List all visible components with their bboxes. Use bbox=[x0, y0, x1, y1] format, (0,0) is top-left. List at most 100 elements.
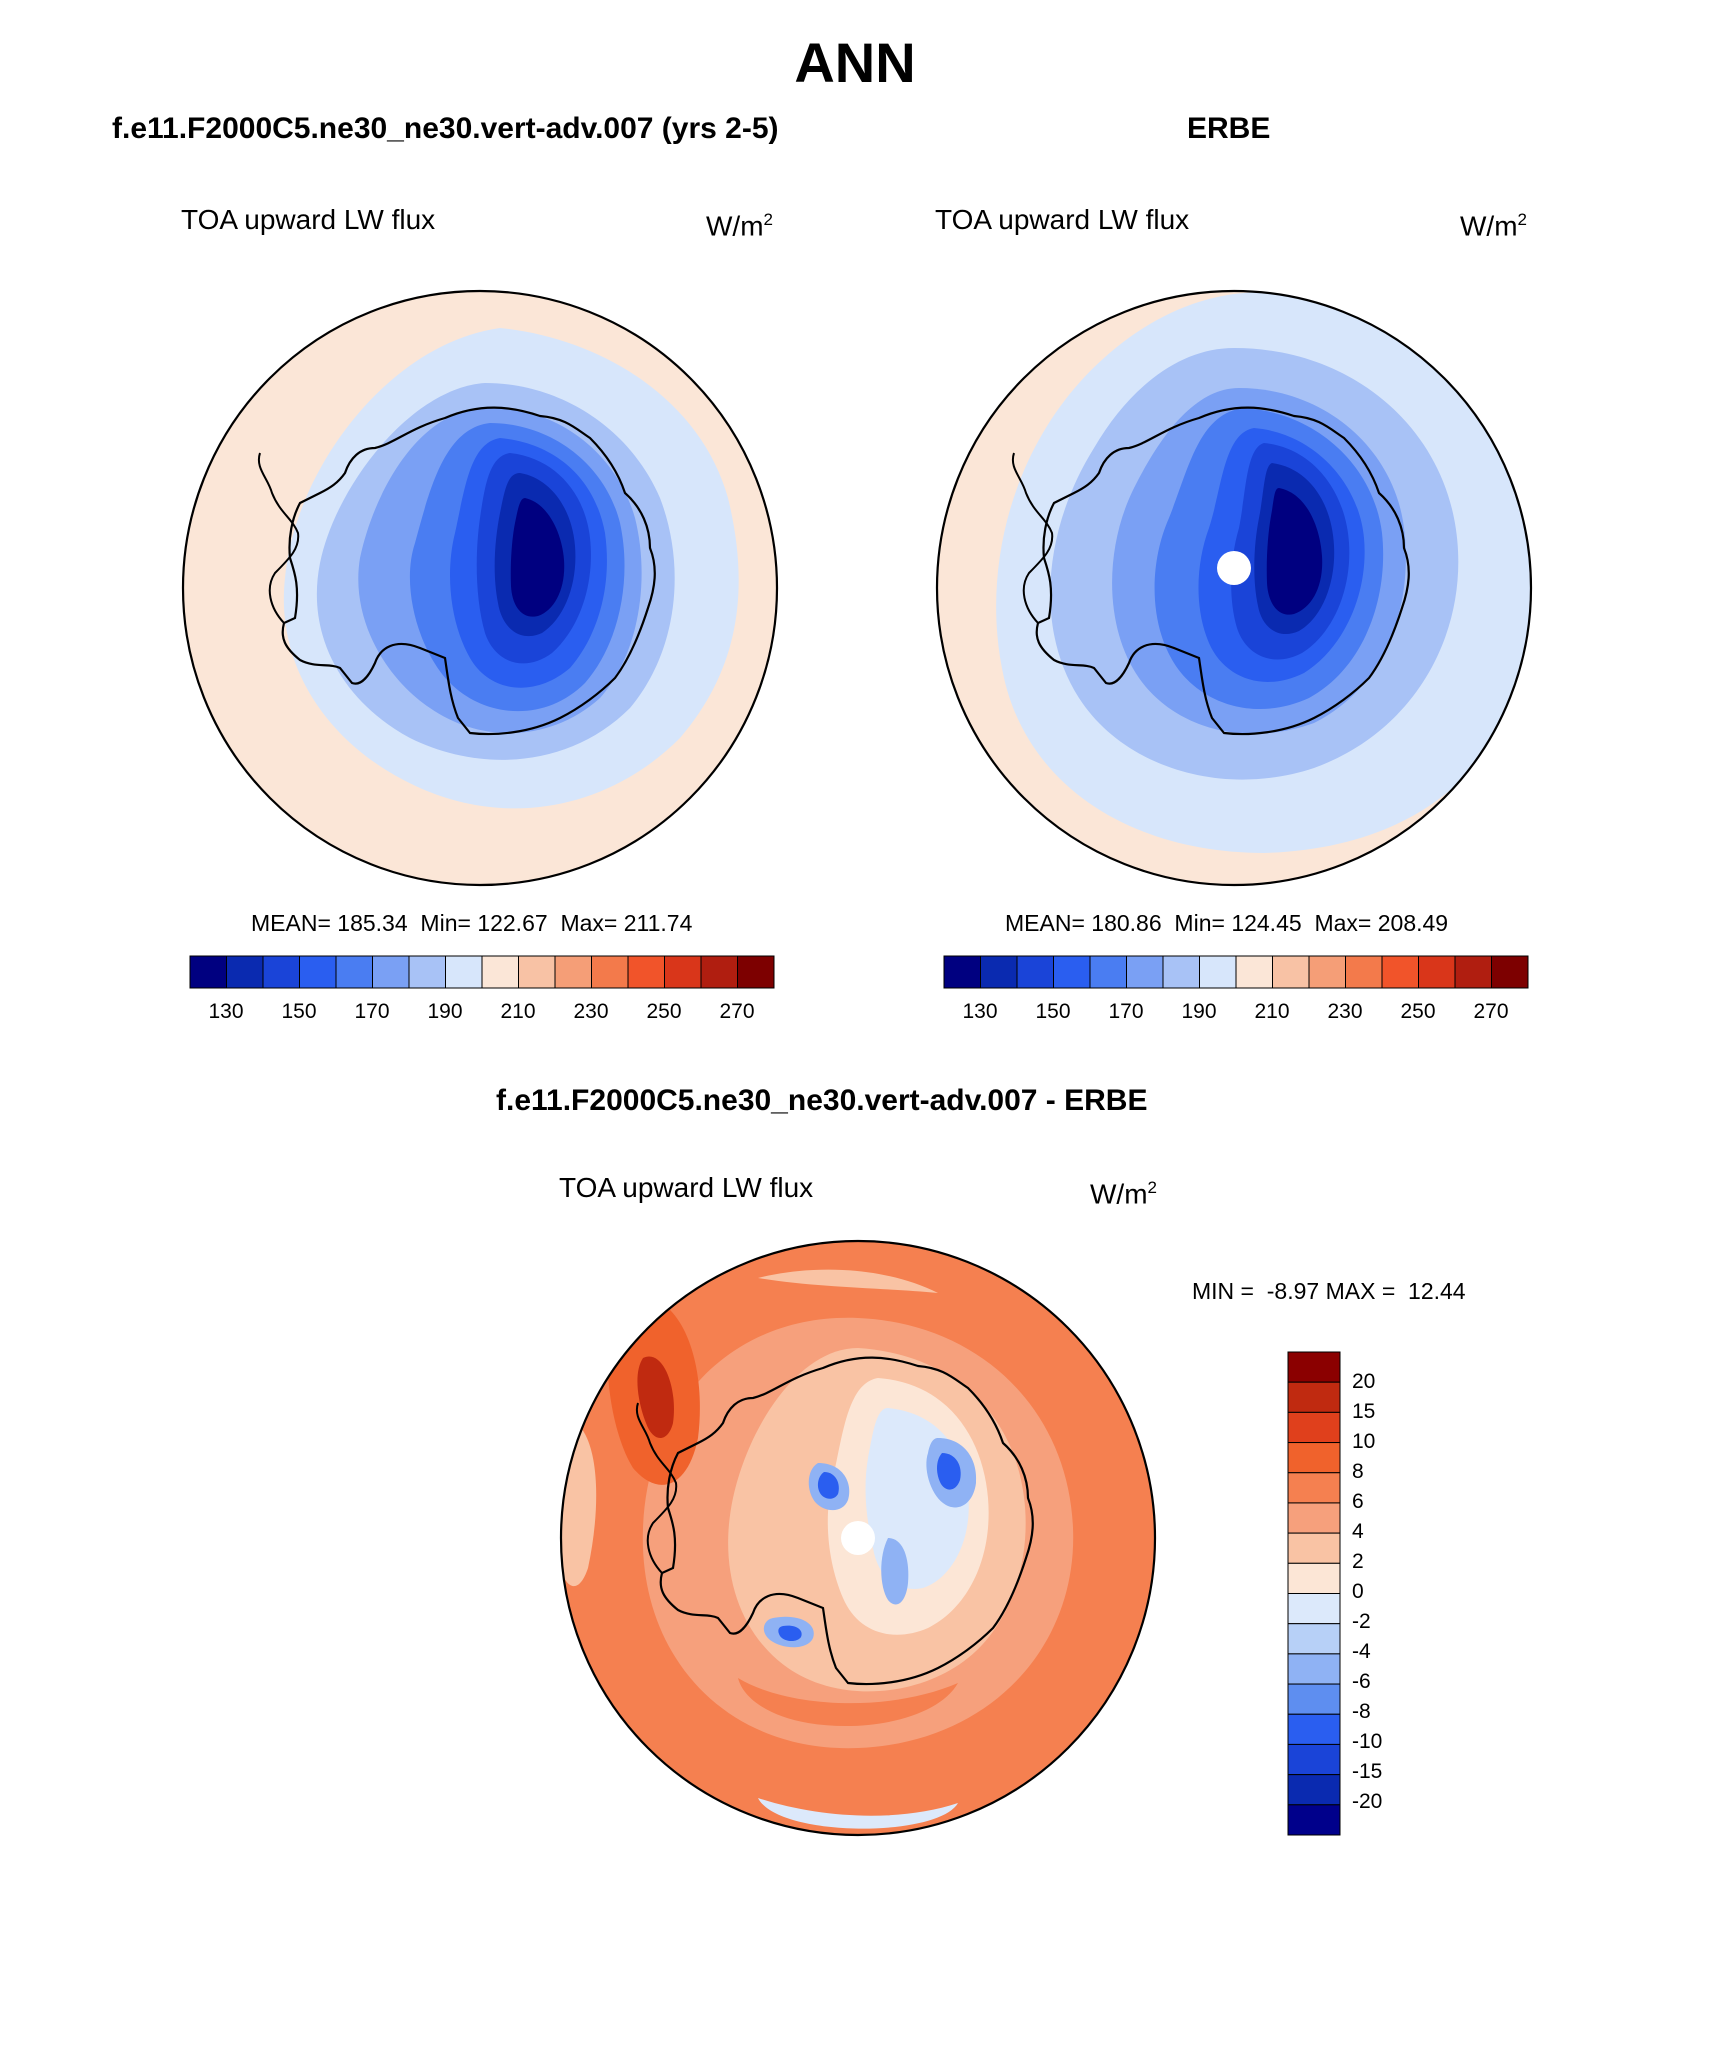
model-max-value: 211.74 bbox=[623, 910, 693, 936]
colorbar-cell bbox=[1454, 955, 1492, 989]
colorbar-cell bbox=[1491, 955, 1529, 989]
diff-colorbar bbox=[1287, 1351, 1341, 1836]
diff-units-label: W/m2 bbox=[1090, 1178, 1157, 1210]
colorbar-cell bbox=[1199, 955, 1237, 989]
colorbar-cell bbox=[737, 955, 775, 989]
obs-polar-map bbox=[935, 289, 1533, 887]
colorbar-cell bbox=[664, 955, 702, 989]
obs-stats: MEAN= 180.86 Min= 124.45 Max= 208.49 bbox=[1005, 910, 1449, 936]
model-colorbar-tick: 170 bbox=[354, 1000, 390, 1023]
colorbar-cell bbox=[1287, 1683, 1341, 1715]
model-polar-map bbox=[181, 289, 779, 887]
colorbar-cell bbox=[189, 955, 227, 989]
colorbar-cell bbox=[1287, 1593, 1341, 1625]
diff-panel-title: f.e11.F2000C5.ne30_ne30.vert-adv.007 - E… bbox=[496, 1084, 1148, 1117]
diff-colorbar-tick: -20 bbox=[1352, 1790, 1383, 1813]
model-colorbar-tick: 130 bbox=[208, 1000, 244, 1023]
diff-stats: MIN = -8.97 MAX = 12.44 bbox=[1192, 1278, 1466, 1304]
obs-colorbar-tick: 150 bbox=[1035, 1000, 1071, 1023]
colorbar-cell bbox=[262, 955, 300, 989]
model-colorbar-tick: 250 bbox=[646, 1000, 682, 1023]
obs-colorbar-tick: 210 bbox=[1254, 1000, 1290, 1023]
obs-colorbar bbox=[943, 955, 1529, 989]
diff-colorbar-tick: 6 bbox=[1352, 1490, 1364, 1513]
model-colorbar bbox=[189, 955, 775, 989]
colorbar-cell bbox=[1053, 955, 1091, 989]
colorbar-cell bbox=[1287, 1502, 1341, 1534]
model-variable-label: TOA upward LW flux bbox=[181, 204, 436, 235]
model-colorbar-tick: 230 bbox=[573, 1000, 609, 1023]
diff-colorbar-tick: 2 bbox=[1352, 1550, 1364, 1573]
colorbar-cell bbox=[1287, 1743, 1341, 1776]
model-colorbar-tick: 190 bbox=[427, 1000, 463, 1023]
colorbar-cell bbox=[1016, 955, 1054, 989]
model-colorbar-ticks: 130 150 170 190 210 230 250 270 bbox=[190, 1000, 774, 1030]
colorbar-cell bbox=[445, 955, 483, 989]
colorbar-cell bbox=[372, 955, 410, 989]
diff-colorbar-ticks: 20 15 10 8 6 4 2 0 -2 -4 -6 -8 -10 -15 -… bbox=[1352, 1352, 1412, 1835]
diff-colorbar-tick: 8 bbox=[1352, 1460, 1364, 1483]
obs-colorbar-tick: 130 bbox=[962, 1000, 998, 1023]
colorbar-cell bbox=[1287, 1623, 1341, 1655]
colorbar-cell bbox=[1162, 955, 1200, 989]
colorbar-cell bbox=[1287, 1562, 1341, 1594]
diff-colorbar-tick: 20 bbox=[1352, 1370, 1376, 1393]
colorbar-cell bbox=[1287, 1411, 1341, 1444]
obs-colorbar-ticks: 130 150 170 190 210 230 250 270 bbox=[944, 1000, 1528, 1030]
colorbar-cell bbox=[980, 955, 1018, 989]
colorbar-cell bbox=[1235, 955, 1273, 989]
diff-colorbar-tick: 10 bbox=[1352, 1430, 1376, 1453]
colorbar-cell bbox=[943, 955, 981, 989]
obs-colorbar-tick: 250 bbox=[1400, 1000, 1436, 1023]
colorbar-cell bbox=[1287, 1713, 1341, 1745]
diff-colorbar-tick: -4 bbox=[1352, 1640, 1371, 1663]
diff-max-value: 12.44 bbox=[1408, 1278, 1466, 1304]
colorbar-cell bbox=[1287, 1774, 1341, 1806]
obs-variable-label: TOA upward LW flux bbox=[935, 204, 1190, 235]
colorbar-cell bbox=[1287, 1351, 1341, 1383]
obs-min-value: 124.45 bbox=[1231, 910, 1302, 936]
colorbar-cell bbox=[1287, 1442, 1341, 1474]
colorbar-cell bbox=[1287, 1804, 1341, 1836]
colorbar-cell bbox=[1126, 955, 1164, 989]
model-colorbar-tick: 270 bbox=[719, 1000, 755, 1023]
colorbar-cell bbox=[1089, 955, 1127, 989]
colorbar-cell bbox=[1287, 1653, 1341, 1685]
colorbar-cell bbox=[1272, 955, 1310, 989]
obs-units-label: W/m2 bbox=[1460, 210, 1527, 242]
colorbar-cell bbox=[1287, 1472, 1341, 1504]
figure-title: ANN bbox=[794, 31, 916, 94]
diff-colorbar-tick: -10 bbox=[1352, 1730, 1383, 1753]
model-colorbar-tick: 210 bbox=[500, 1000, 536, 1023]
colorbar-cell bbox=[481, 955, 519, 989]
diff-colorbar-tick: 0 bbox=[1352, 1580, 1364, 1603]
obs-colorbar-tick: 230 bbox=[1327, 1000, 1363, 1023]
colorbar-cell bbox=[700, 955, 738, 989]
obs-colorbar-tick: 190 bbox=[1181, 1000, 1217, 1023]
colorbar-cell bbox=[1381, 955, 1419, 989]
colorbar-cell bbox=[591, 955, 629, 989]
obs-mean-value: 180.86 bbox=[1091, 910, 1162, 936]
diff-polar-map bbox=[559, 1239, 1157, 1837]
diff-colorbar-tick: -6 bbox=[1352, 1670, 1371, 1693]
model-panel-title: f.e11.F2000C5.ne30_ne30.vert-adv.007 (yr… bbox=[112, 112, 779, 145]
model-stats: MEAN= 185.34 Min= 122.67 Max= 211.74 bbox=[251, 910, 693, 936]
colorbar-cell bbox=[518, 955, 556, 989]
diff-colorbar-tick: 4 bbox=[1352, 1520, 1364, 1543]
colorbar-cell bbox=[335, 955, 373, 989]
diff-colorbar-tick: -15 bbox=[1352, 1760, 1383, 1783]
diff-min-value: -8.97 bbox=[1266, 1278, 1320, 1304]
model-units-label: W/m2 bbox=[706, 210, 773, 242]
colorbar-cell bbox=[1308, 955, 1346, 989]
model-mean-value: 185.34 bbox=[337, 910, 408, 936]
colorbar-cell bbox=[299, 955, 337, 989]
colorbar-cell bbox=[1287, 1532, 1341, 1564]
obs-max-value: 208.49 bbox=[1377, 910, 1449, 936]
diff-colorbar-tick: 15 bbox=[1352, 1400, 1376, 1423]
model-colorbar-tick: 150 bbox=[281, 1000, 317, 1023]
colorbar-cell bbox=[1345, 955, 1383, 989]
obs-colorbar-tick: 170 bbox=[1108, 1000, 1144, 1023]
colorbar-cell bbox=[554, 955, 592, 989]
model-min-value: 122.67 bbox=[477, 910, 548, 936]
colorbar-cell bbox=[408, 955, 446, 989]
